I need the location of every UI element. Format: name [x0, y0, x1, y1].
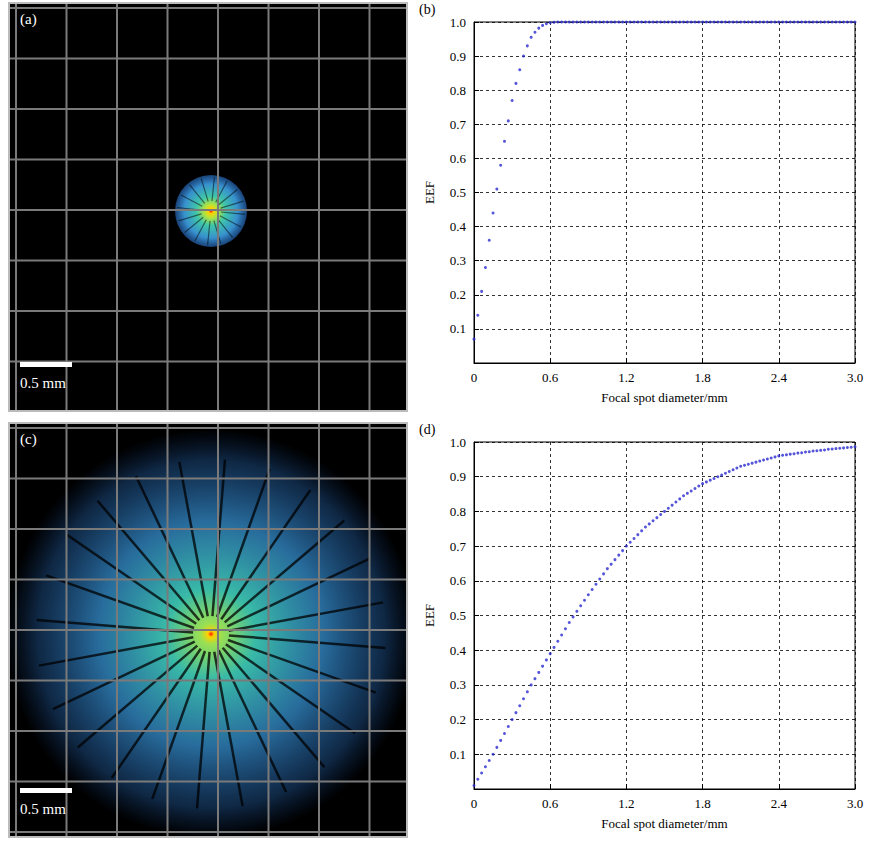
svg-text:0.2: 0.2	[450, 712, 466, 727]
svg-text:0.1: 0.1	[450, 747, 466, 762]
svg-text:0.8: 0.8	[450, 504, 466, 519]
svg-text:0.7: 0.7	[450, 117, 467, 132]
svg-text:0.9: 0.9	[450, 469, 466, 484]
svg-text:0.3: 0.3	[450, 677, 466, 692]
svg-text:EEF: EEF	[422, 181, 437, 204]
svg-text:1.8: 1.8	[694, 370, 710, 385]
svg-text:(b): (b)	[419, 2, 436, 18]
svg-text:0.5 mm: 0.5 mm	[20, 375, 66, 391]
svg-text:Focal spot diameter/mm: Focal spot diameter/mm	[601, 390, 727, 405]
svg-text:(a): (a)	[20, 11, 37, 28]
svg-text:0.8: 0.8	[450, 83, 466, 98]
svg-text:0: 0	[471, 796, 478, 811]
svg-text:0.6: 0.6	[542, 796, 559, 811]
svg-text:Focal spot diameter/mm: Focal spot diameter/mm	[601, 816, 727, 831]
svg-text:2.4: 2.4	[771, 796, 788, 811]
svg-text:0.6: 0.6	[450, 151, 467, 166]
svg-text:0.7: 0.7	[450, 539, 467, 554]
svg-text:0.6: 0.6	[542, 370, 559, 385]
svg-text:0.5: 0.5	[450, 608, 466, 623]
svg-text:EEF: EEF	[422, 604, 437, 627]
svg-text:0.4: 0.4	[450, 643, 467, 658]
svg-text:(c): (c)	[20, 431, 37, 448]
svg-text:0.4: 0.4	[450, 219, 467, 234]
svg-text:1.0: 1.0	[450, 15, 466, 30]
svg-text:0.5 mm: 0.5 mm	[20, 801, 66, 817]
svg-text:0.5: 0.5	[450, 185, 466, 200]
svg-text:3.0: 3.0	[847, 370, 863, 385]
svg-text:0.6: 0.6	[450, 573, 467, 588]
svg-text:1.0: 1.0	[450, 435, 466, 450]
svg-text:(d): (d)	[419, 422, 436, 438]
svg-text:0.1: 0.1	[450, 321, 466, 336]
svg-text:2.4: 2.4	[771, 370, 788, 385]
svg-text:0.2: 0.2	[450, 287, 466, 302]
svg-text:1.8: 1.8	[694, 796, 710, 811]
svg-text:1.2: 1.2	[618, 796, 634, 811]
svg-text:0.3: 0.3	[450, 253, 466, 268]
svg-text:0.9: 0.9	[450, 49, 466, 64]
svg-text:0: 0	[471, 370, 478, 385]
svg-text:1.2: 1.2	[618, 370, 634, 385]
svg-text:3.0: 3.0	[847, 796, 863, 811]
